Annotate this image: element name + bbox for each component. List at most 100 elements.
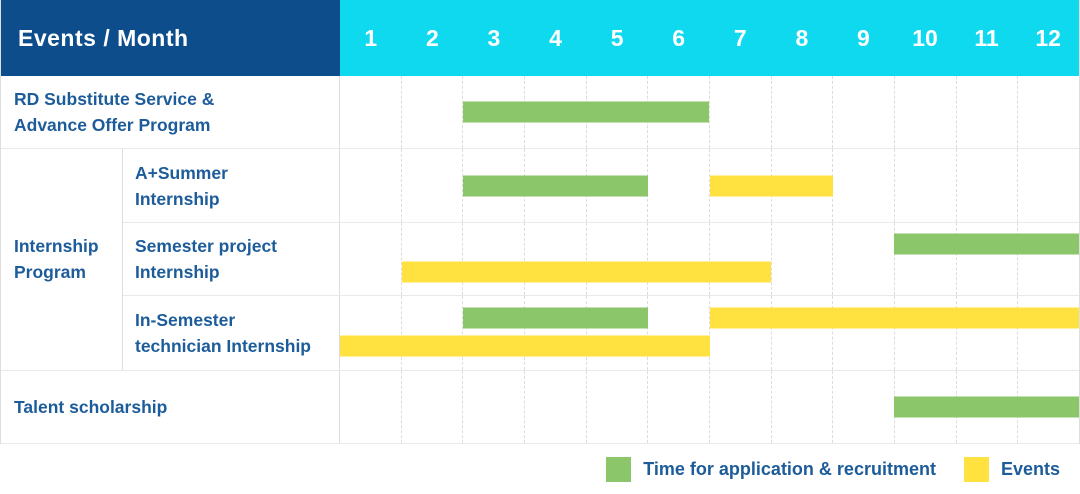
- row-label: A+Summer Internship: [123, 149, 340, 222]
- month-header-cell: 3: [487, 24, 501, 51]
- grid-column: [710, 76, 772, 149]
- grid-column: [402, 370, 464, 443]
- grid-column: [525, 370, 587, 443]
- grid-column: [340, 222, 402, 296]
- gantt-bar-yellow: [709, 175, 833, 197]
- row-label-line: technician Internship: [135, 335, 311, 356]
- gantt-bar-green: [463, 175, 648, 197]
- row-label-line: Program: [14, 262, 86, 283]
- grid-column: [402, 149, 464, 222]
- table-body: RD Substitute Service & Advance Offer Pro…: [1, 76, 1079, 444]
- grid-column: [648, 370, 711, 443]
- grid-column: [957, 149, 1019, 222]
- grid-column: [525, 222, 587, 296]
- table-row: A+Summer Internship: [123, 149, 1079, 223]
- row-label: In-Semester technician Internship: [123, 296, 340, 370]
- gantt-bar-yellow: [340, 335, 710, 357]
- grid-column: [772, 296, 834, 370]
- grid-column: [710, 222, 772, 296]
- grid-column: [340, 370, 402, 443]
- group-label: Internship Program: [1, 149, 123, 370]
- month-header-cell: 12: [1035, 24, 1061, 51]
- grid-column: [587, 222, 649, 296]
- month-header-cell: 1: [364, 24, 378, 51]
- row-label-line: RD Substitute Service &: [14, 89, 215, 110]
- grid-column: [957, 222, 1019, 296]
- row-label-line: In-Semester: [135, 309, 236, 330]
- grid-column: [957, 296, 1019, 370]
- grid-column: [587, 370, 649, 443]
- grid-column: [833, 296, 896, 370]
- grid-column: [833, 149, 896, 222]
- gantt-table: Events / Month 1 2 3 4 5 6 7 8 9 10 11 12 RD Substi…: [0, 0, 1080, 444]
- grid-column: [895, 296, 957, 370]
- grid-column: [1018, 149, 1079, 221]
- gantt-bar-green: [894, 233, 1079, 255]
- grid-column: [648, 76, 711, 149]
- row-label-line: Internship: [135, 188, 220, 209]
- month-header-cell: 4: [549, 24, 562, 51]
- grid-column: [402, 76, 464, 149]
- grid-column: [340, 76, 402, 149]
- row-label-line: Talent scholarship: [14, 396, 168, 417]
- grid-column: [772, 149, 834, 222]
- month-header-cell: 2: [425, 24, 439, 51]
- month-header-cell: 10: [912, 24, 938, 51]
- table-row: RD Substitute Service & Advance Offer Pro…: [1, 76, 1079, 150]
- grid-column: [648, 222, 711, 296]
- grid-column: [833, 222, 896, 296]
- grid-column: [648, 149, 711, 222]
- month-header-cell: 6: [672, 24, 686, 51]
- row-group: Internship Program A+Summer Internship Semes…: [1, 149, 1079, 371]
- gantt-bar-yellow: [401, 261, 772, 283]
- table-row: Semester project Internship: [123, 222, 1079, 297]
- grid-column: [463, 296, 526, 370]
- gantt-bar-green: [463, 101, 710, 123]
- row-label-line: A+Summer: [135, 162, 228, 183]
- grid-column: [895, 76, 957, 149]
- grid-column: [340, 149, 402, 222]
- row-label-line: Semester project: [135, 235, 278, 256]
- gantt-bar-green: [894, 396, 1079, 418]
- month-header-cell: 8: [795, 24, 809, 51]
- row-label-line: Internship: [135, 261, 220, 282]
- grid-column: [833, 370, 896, 443]
- legend-label: Events: [1000, 459, 1060, 479]
- month-header-cell: 9: [857, 24, 870, 51]
- grid-column: [463, 370, 526, 443]
- gantt-bar-green: [463, 307, 648, 329]
- grid-column: [463, 222, 526, 296]
- row-label: Talent scholarship: [1, 370, 340, 443]
- grid-column: [772, 76, 834, 149]
- chart-area: [340, 370, 1079, 443]
- header-row: Events / Month 1 2 3 4 5 6 7 8 9 10 11 12: [1, 0, 1079, 76]
- grid-column: [895, 149, 957, 222]
- grid-column: [895, 222, 957, 296]
- table-row: Talent scholarship: [1, 370, 1079, 444]
- legend: Time for application & recruitment Events: [606, 457, 1060, 482]
- grid-column: [772, 370, 834, 443]
- row-label: RD Substitute Service & Advance Offer Pro…: [1, 76, 340, 149]
- grid-column: [402, 296, 464, 370]
- chart-area: [340, 296, 1079, 370]
- row-label-line: Internship: [14, 236, 99, 257]
- grid-column: [587, 296, 649, 370]
- grid-column: [957, 76, 1019, 149]
- legend-item: Time for application & recruitment: [606, 457, 936, 482]
- grid-column: [525, 296, 587, 370]
- chart-area: [340, 76, 1079, 149]
- legend-swatch-yellow: [963, 457, 989, 482]
- row-label-line: Advance Offer Program: [14, 115, 211, 136]
- grid-column: [710, 370, 772, 443]
- grid-column: [833, 76, 896, 149]
- legend-item: Events: [963, 457, 1060, 482]
- table-row: In-Semester technician Internship: [123, 296, 1079, 370]
- month-header-cell: 7: [733, 24, 747, 51]
- grid-column: [1018, 76, 1079, 148]
- group-rows: A+Summer Internship Semester project Intern…: [123, 149, 1079, 370]
- month-header-row: 1 2 3 4 5 6 7 8 9 10 11 12: [340, 0, 1079, 76]
- legend-swatch-green: [606, 457, 632, 482]
- header-title: Events / Month: [1, 0, 340, 76]
- grid-column: [648, 296, 711, 370]
- month-header-cell: 11: [974, 24, 999, 51]
